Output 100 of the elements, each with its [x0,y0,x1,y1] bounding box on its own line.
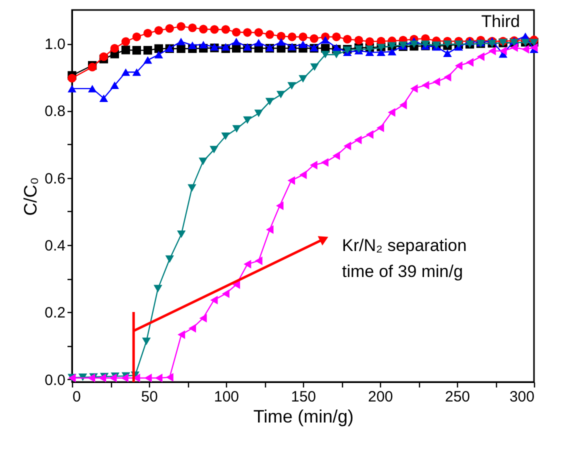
point [530,43,538,52]
point [254,38,263,46]
point [366,130,374,139]
point [210,296,218,304]
point [143,46,152,55]
point [376,48,386,56]
y-tick-label: 0.8 [44,103,66,120]
point [210,146,218,154]
x-tick-label: 50 [141,388,158,406]
x-tick-label: 250 [444,388,470,406]
point [288,176,296,185]
point [276,32,286,41]
point [410,40,418,48]
x-tick-label: 300 [509,388,534,406]
point [321,50,330,58]
point [332,151,340,160]
point [188,184,196,192]
point [232,125,241,133]
point [109,374,117,382]
point [199,24,208,34]
point [154,44,164,53]
point [310,63,319,71]
point [243,28,252,37]
point [265,98,274,106]
point [254,256,262,266]
x-tick-label: 100 [214,388,240,406]
point [299,170,307,180]
point [243,116,252,124]
point [522,44,530,54]
point [143,28,152,38]
point [154,284,162,292]
point [176,22,186,31]
point [276,201,284,210]
point [88,374,96,382]
point [232,38,241,46]
point [298,32,308,42]
point [287,82,296,90]
point [176,38,186,46]
point [165,255,174,263]
point [422,80,430,90]
point [99,94,108,102]
point [232,280,240,289]
point [510,43,518,52]
point [488,46,496,56]
point [198,158,208,166]
point [188,23,197,32]
point [266,225,274,234]
point [120,374,128,382]
point [365,46,374,54]
point [98,374,106,382]
point [399,100,407,110]
point [199,40,208,48]
point [388,48,396,56]
point [444,72,452,82]
point [222,289,230,298]
point [365,37,374,46]
point [154,26,164,35]
point [221,25,230,34]
point [143,56,152,64]
point [298,75,308,83]
point [432,78,440,86]
point [132,32,142,42]
y-tick-label: 0.0 [44,372,66,389]
annotation: Third [481,12,520,31]
point [276,38,286,46]
y-axis-title: C/C₀ [20,177,41,216]
point [166,372,174,382]
point [344,142,352,150]
point [276,90,286,98]
point [99,52,108,61]
point [254,110,263,118]
point [476,52,484,61]
point [410,84,418,93]
x-tick-label: 200 [368,388,394,406]
point [332,32,341,42]
point [110,81,119,89]
point [68,84,76,92]
point [132,46,142,55]
point [232,28,241,36]
point [188,42,197,50]
point [244,260,252,268]
x-tick-label: 150 [290,388,316,406]
point [265,30,274,39]
legend-label: Kr/N₂ separation time of 39 min/g [342,236,467,281]
y-tick-label: 1.0 [44,36,66,54]
point [388,108,396,117]
point [332,44,341,52]
point [188,324,196,333]
point [254,28,263,37]
point [221,132,230,140]
point [121,68,130,76]
y-tick-label: 0.4 [44,238,66,255]
point [199,314,207,323]
point [154,50,164,58]
point [121,46,130,54]
point [499,46,507,56]
point [376,124,384,132]
point [310,160,318,170]
point [332,50,341,58]
y-tick-label: 0.2 [44,304,66,322]
